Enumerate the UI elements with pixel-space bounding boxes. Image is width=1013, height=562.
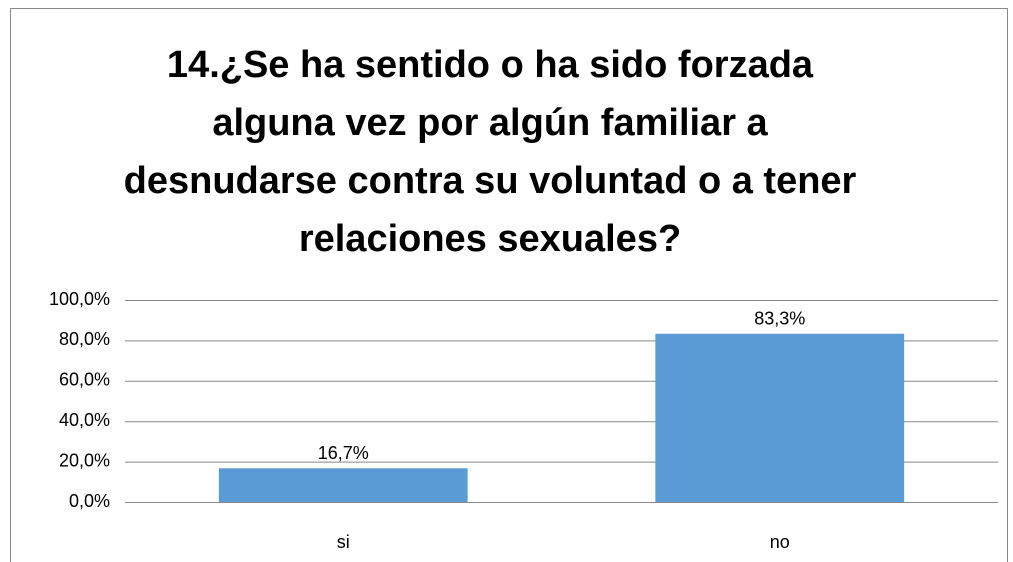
y-tick-label: 100,0% — [49, 289, 110, 309]
chart-title: 14.¿Se ha sentido o ha sido forzada algu… — [123, 44, 857, 260]
y-tick-label: 0,0% — [69, 491, 110, 511]
bar — [655, 333, 905, 502]
y-tick-label: 60,0% — [59, 370, 110, 390]
bar — [218, 468, 468, 502]
data-label: 83,3% — [754, 308, 805, 328]
y-tick-label: 80,0% — [59, 329, 110, 349]
x-tick-label: si — [337, 532, 350, 552]
data-label: 16,7% — [318, 443, 369, 463]
chart-border — [10, 8, 1008, 562]
y-tick-label: 40,0% — [59, 410, 110, 430]
y-tick-label: 20,0% — [59, 450, 110, 470]
x-tick-label: no — [770, 532, 790, 552]
